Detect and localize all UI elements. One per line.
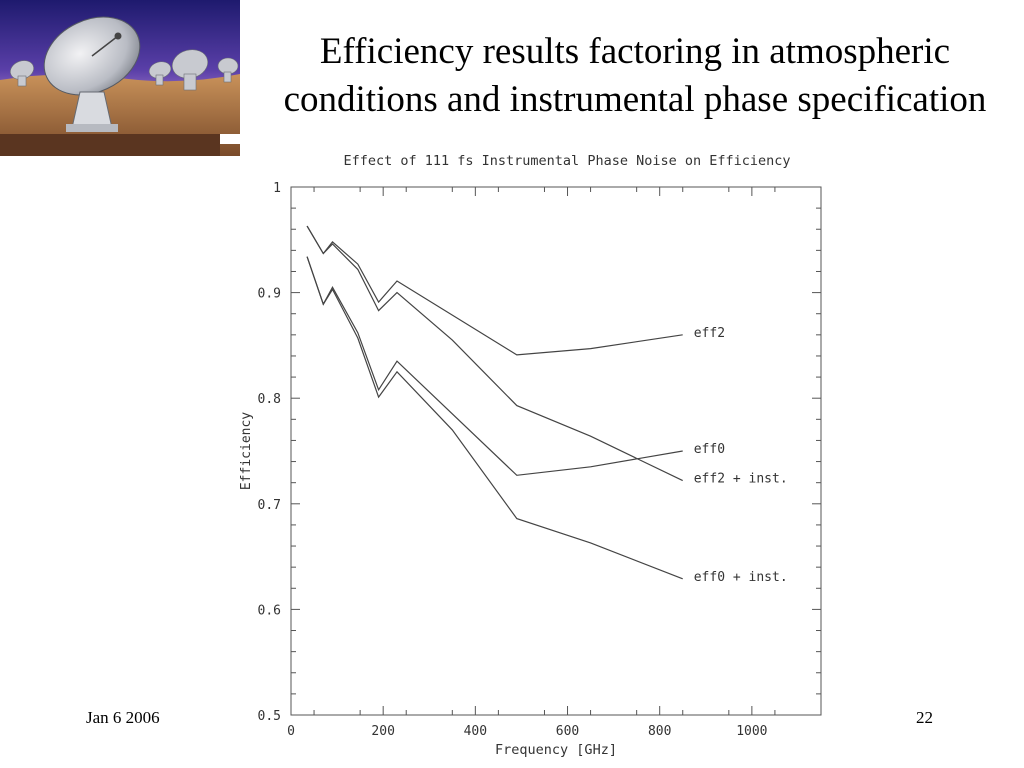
page-number: 22 (916, 708, 933, 727)
slide-title: Efficiency results factoring in atmosphe… (250, 28, 1020, 124)
telescope-array-photo (0, 0, 240, 156)
slide-title-line-2: conditions and instrumental phase specif… (283, 79, 987, 120)
series-label-3: eff0 + inst. (694, 570, 788, 585)
series-label-1: eff2 + inst. (694, 472, 788, 487)
y-tick-label: 0.6 (258, 603, 281, 618)
series-line-0 (306, 225, 683, 356)
series-line-2 (306, 256, 683, 476)
footer-date: Jan 6 2006 (86, 708, 160, 727)
chart-title: Effect of 111 fs Instrumental Phase Nois… (343, 153, 790, 169)
x-tick-label: 800 (648, 724, 671, 739)
slide-title-line-1: Efficiency results factoring in atmosphe… (319, 31, 951, 72)
y-tick-label: 0.8 (258, 392, 281, 407)
y-axis-label: Efficiency (239, 412, 254, 490)
x-axis-label: Frequency [GHz] (495, 742, 617, 758)
x-tick-label: 200 (371, 724, 394, 739)
y-tick-label: 0.7 (258, 498, 281, 513)
series-line-1 (306, 225, 683, 482)
x-tick-label: 1000 (736, 724, 767, 739)
x-tick-label: 0 (287, 724, 295, 739)
plot-frame (290, 186, 822, 716)
series-lines (306, 225, 683, 580)
series-label-0: eff2 (694, 326, 725, 341)
y-tick-label: 1 (273, 181, 281, 196)
y-tick-label: 0.5 (258, 709, 281, 724)
axis-ticks: 0 200 400 600 800 1000 0.5 0.6 0.7 0.8 0.9 1 (258, 181, 821, 739)
series-line-3 (306, 256, 683, 580)
series-label-2: eff0 (694, 442, 725, 457)
y-tick-label: 0.9 (258, 287, 281, 302)
x-tick-label: 600 (556, 724, 579, 739)
series-labels: eff2 eff2 + inst. eff0 eff0 + inst. (694, 326, 788, 585)
x-tick-label: 400 (464, 724, 487, 739)
